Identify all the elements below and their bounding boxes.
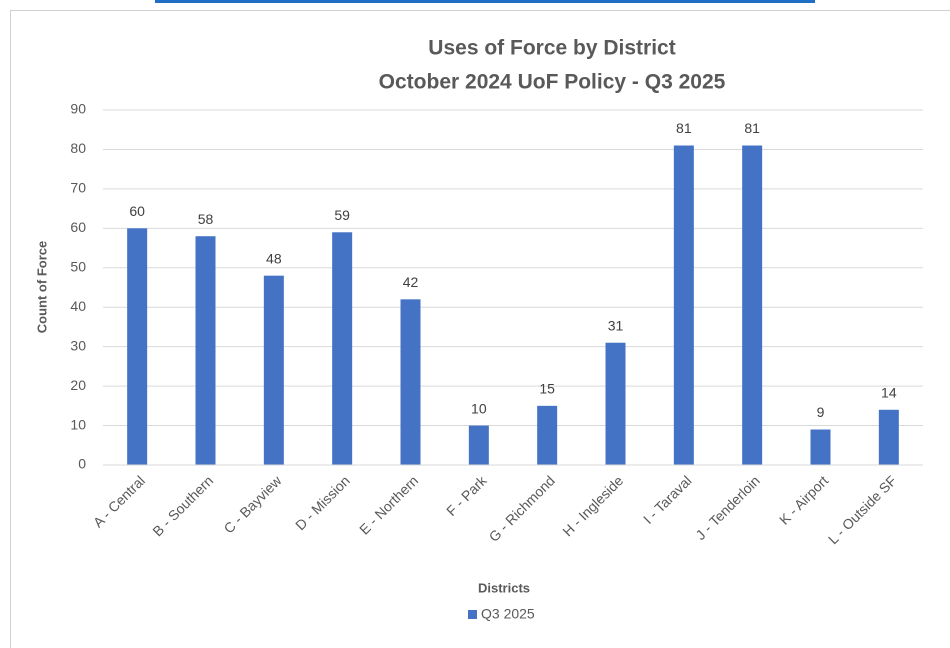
data-label: 14	[881, 384, 897, 400]
data-label: 48	[266, 250, 282, 266]
legend-swatch	[468, 610, 477, 619]
y-tick-label: 30	[70, 337, 86, 353]
chart-border	[10, 10, 950, 648]
y-tick-label: 90	[70, 101, 86, 117]
bar	[332, 232, 353, 465]
data-label: 59	[334, 207, 350, 223]
y-tick-label: 20	[70, 377, 86, 393]
bar	[127, 228, 148, 465]
data-label: 60	[129, 203, 145, 219]
legend-label: Q3 2025	[481, 606, 535, 622]
x-axis-title: Districts	[478, 580, 530, 595]
y-tick-label: 60	[70, 219, 86, 235]
bar	[810, 429, 831, 465]
data-label: 81	[744, 120, 760, 136]
y-tick-label: 80	[70, 140, 86, 156]
bar	[468, 425, 489, 465]
chart-subtitle: October 2024 UoF Policy - Q3 2025	[379, 71, 726, 94]
bar	[195, 236, 216, 465]
bar	[742, 145, 763, 465]
data-label: 15	[539, 381, 555, 397]
top-bar	[155, 0, 815, 3]
y-axis-title: Count of Force	[34, 241, 49, 333]
chart-title: Uses of Force by District	[428, 37, 675, 60]
y-tick-label: 70	[70, 180, 86, 196]
bar	[537, 405, 558, 465]
y-tick-label: 0	[78, 456, 86, 472]
data-label: 31	[608, 317, 624, 333]
bar	[673, 145, 694, 465]
bar	[400, 299, 421, 465]
y-tick-label: 40	[70, 298, 86, 314]
bar	[263, 275, 284, 465]
y-tick-label: 10	[70, 416, 86, 432]
bar	[605, 342, 626, 465]
y-tick-label: 50	[70, 258, 86, 274]
bar	[878, 409, 899, 465]
data-label: 10	[471, 400, 487, 416]
data-label: 58	[198, 211, 214, 227]
data-label: 42	[403, 274, 419, 290]
data-label: 9	[817, 404, 825, 420]
data-label: 81	[676, 120, 692, 136]
